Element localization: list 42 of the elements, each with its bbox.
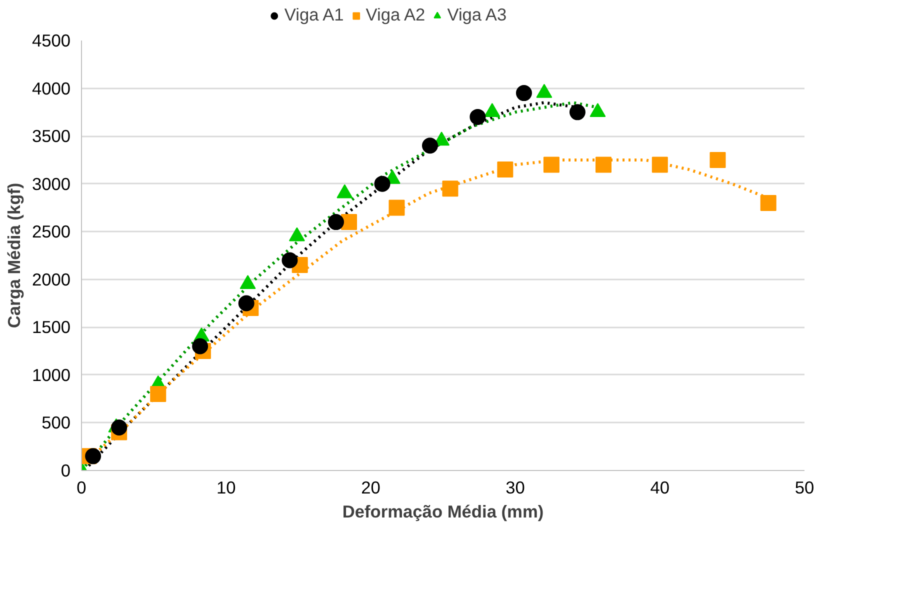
point [192, 338, 208, 354]
legend-label: Viga A1 [284, 4, 344, 26]
point [497, 162, 514, 178]
point [422, 138, 438, 154]
point [470, 108, 486, 125]
point [516, 85, 532, 102]
point [442, 180, 458, 197]
y-tick-label: 1500 [32, 317, 71, 338]
y-tick-label: 2500 [32, 222, 71, 242]
point [328, 214, 344, 230]
x-axis-title: Deformação Média (mm) [342, 502, 544, 522]
point [282, 252, 298, 268]
point [374, 176, 390, 192]
y-tick-label: 4500 [32, 30, 71, 50]
point [111, 420, 128, 436]
x-tick-label: 0 [76, 478, 86, 498]
y-tick-label: 3000 [32, 174, 71, 194]
point [760, 194, 776, 211]
point [85, 448, 102, 464]
legend-label: Viga A3 [447, 4, 507, 26]
point [238, 295, 254, 312]
y-tick-label: 2000 [32, 269, 71, 290]
x-tick-label: 50 [794, 478, 814, 498]
x-tick-label: 40 [650, 478, 670, 498]
y-tick-label: 3500 [32, 126, 71, 146]
y-tick-label: 1000 [32, 364, 71, 385]
y-tick-label: 0 [60, 460, 71, 480]
point [341, 214, 358, 230]
point [150, 386, 166, 402]
point [388, 200, 405, 216]
point [652, 156, 668, 173]
y-tick-label: 4000 [32, 78, 71, 98]
point [569, 104, 586, 120]
x-tick-label: 10 [216, 478, 236, 498]
x-tick-label: 20 [361, 478, 380, 498]
legend-label: Viga A2 [366, 4, 426, 26]
point [596, 156, 612, 173]
y-axis-title: Carga Média (kgf) [4, 182, 24, 328]
point [710, 152, 726, 168]
y-tick-label: 500 [42, 412, 71, 433]
x-tick-label: 30 [506, 478, 525, 498]
point [543, 156, 560, 173]
